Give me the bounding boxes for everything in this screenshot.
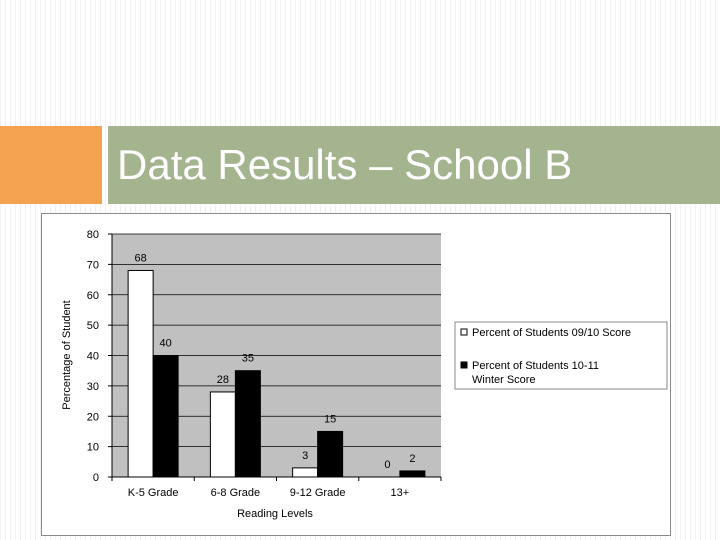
y-tick-label: 0 xyxy=(93,472,99,484)
data-label: 15 xyxy=(324,413,336,425)
bar-0910 xyxy=(292,467,319,478)
y-tick-label: 20 xyxy=(87,411,99,423)
x-ticks: K-5 Grade 6-8 Grade 9-12 Grade 13+ xyxy=(111,477,442,499)
x-tick-label: K-5 Grade xyxy=(128,487,179,499)
data-label: 3 xyxy=(302,450,308,462)
data-label: 0 xyxy=(384,459,390,471)
data-label: 2 xyxy=(409,453,415,465)
legend-box xyxy=(454,321,668,390)
x-tick-label: 6-8 Grade xyxy=(211,487,261,499)
x-tick-label: 13+ xyxy=(391,487,410,499)
bar-1011 xyxy=(234,370,261,478)
y-tick-label: 80 xyxy=(87,229,99,241)
legend: Percent of Students 09/10 Score Percent … xyxy=(454,321,668,390)
x-tick-label: 9-12 Grade xyxy=(290,487,346,499)
y-tick-label: 60 xyxy=(87,290,99,302)
bar-0910 xyxy=(127,269,154,478)
slide-title: Data Results – School B xyxy=(117,141,573,188)
title-bar: Data Results – School B xyxy=(108,126,720,204)
y-axis-label: Percentage of Student xyxy=(61,300,73,409)
y-tick-label: 50 xyxy=(87,320,99,332)
data-label: 28 xyxy=(217,374,229,386)
bars xyxy=(127,269,426,478)
bar-1011 xyxy=(317,430,344,478)
y-ticks: 0 10 20 30 40 50 60 70 80 xyxy=(87,229,112,484)
legend-label-1011: Percent of Students 10-11 Winter Score xyxy=(472,360,599,386)
bar-1011 xyxy=(152,355,179,478)
data-label: 35 xyxy=(242,353,254,365)
accent-block xyxy=(0,126,102,204)
data-label: 68 xyxy=(135,252,147,264)
y-tick-label: 40 xyxy=(87,351,99,363)
y-tick-label: 30 xyxy=(87,381,99,393)
data-label: 40 xyxy=(160,338,172,350)
y-tick-label: 70 xyxy=(87,259,99,271)
legend-swatch-1011 xyxy=(460,361,468,369)
legend-label-0910: Percent of Students 09/10 Score xyxy=(472,327,631,339)
x-axis-label: Reading Levels xyxy=(237,508,313,520)
bar-1011 xyxy=(399,470,426,478)
y-tick-label: 10 xyxy=(87,442,99,454)
legend-swatch-0910 xyxy=(460,328,468,336)
data-labels: 68 40 28 35 3 15 0 2 xyxy=(135,252,416,471)
bar-0910 xyxy=(209,391,236,478)
